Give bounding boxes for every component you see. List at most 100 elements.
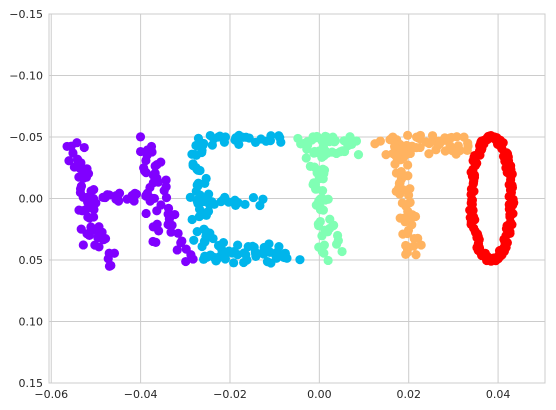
scatter-point xyxy=(177,236,187,246)
scatter-point xyxy=(391,186,401,196)
scatter-point xyxy=(421,137,431,147)
scatter-point xyxy=(314,242,324,252)
scatter-point xyxy=(229,258,239,268)
scatter-point xyxy=(314,221,324,231)
scatter-point xyxy=(401,249,411,260)
scatter-point xyxy=(337,146,348,156)
scatter-point xyxy=(98,235,109,245)
y-tick-label: −0.15 xyxy=(9,8,43,21)
letter-o-points xyxy=(465,131,519,266)
scatter-point xyxy=(317,231,327,241)
scatter-point xyxy=(152,206,162,216)
scatter-point xyxy=(152,160,162,170)
scatter-point xyxy=(329,220,339,230)
scatter-point xyxy=(145,195,155,205)
scatter-point xyxy=(310,146,320,157)
scatter-point xyxy=(258,194,268,204)
scatter-point xyxy=(296,139,306,149)
scatter-point xyxy=(220,132,231,142)
scatter-point xyxy=(173,228,183,238)
scatter-point xyxy=(207,197,217,207)
scatter-point xyxy=(347,139,357,150)
scatter-point xyxy=(433,140,443,151)
scatter-point xyxy=(259,242,269,253)
scatter-point xyxy=(401,240,411,251)
x-tick-label: −0.02 xyxy=(213,388,247,401)
scatter-point xyxy=(62,141,72,152)
scatter-point xyxy=(74,205,84,215)
scatter-point xyxy=(154,226,164,236)
x-tick-label: −0.06 xyxy=(34,388,68,401)
scatter-point xyxy=(402,228,413,239)
scatter-point xyxy=(319,248,329,258)
scatter-point xyxy=(192,180,202,190)
scatter-point xyxy=(318,142,329,152)
scatter-point xyxy=(303,140,313,150)
scatter-point xyxy=(403,190,414,200)
scatter-point xyxy=(172,245,182,255)
scatter-point xyxy=(90,240,100,250)
scatter-point xyxy=(403,130,413,140)
scatter-point xyxy=(233,240,243,250)
scatter-point xyxy=(198,140,208,150)
scatter-point xyxy=(415,142,425,153)
scatter-point xyxy=(193,165,203,175)
scatter-point xyxy=(189,235,199,245)
scatter-point xyxy=(151,237,161,248)
scatter-point xyxy=(251,249,261,259)
scatter-point xyxy=(91,198,101,208)
y-tick-labels: −0.15 −0.10 −0.05 0.00 0.05 0.10 0.15 xyxy=(9,8,43,390)
scatter-point xyxy=(416,240,426,250)
scatter-point xyxy=(192,197,203,207)
scatter-point xyxy=(337,246,347,257)
scatter-point xyxy=(135,132,146,142)
scatter-point xyxy=(201,210,211,220)
scatter-point xyxy=(391,151,401,162)
scatter-point xyxy=(191,150,201,160)
scatter-point xyxy=(345,132,355,142)
scatter-point xyxy=(317,196,327,206)
scatter-point xyxy=(266,131,276,141)
scatter-point xyxy=(305,161,315,171)
scatter-point xyxy=(308,179,318,190)
scatter-point xyxy=(187,214,197,225)
scatter-point xyxy=(200,251,210,261)
scatter-point xyxy=(89,185,99,195)
plot-frame xyxy=(48,13,546,384)
scatter-point xyxy=(301,153,311,163)
scatter-point xyxy=(462,145,472,156)
scatter-point xyxy=(424,149,434,159)
x-tick-labels: −0.06 −0.04 −0.02 0.00 0.02 0.04 xyxy=(34,388,510,401)
scatter-point xyxy=(447,146,458,156)
y-tick-label: −0.10 xyxy=(9,70,43,83)
scatter-point xyxy=(248,192,259,203)
scatter-point xyxy=(230,200,241,210)
scatter-point xyxy=(390,159,400,169)
scatter-point xyxy=(135,146,146,157)
scatter-point xyxy=(242,255,252,265)
scatter-point xyxy=(455,145,465,156)
scatter-point xyxy=(114,188,125,198)
scatter-point xyxy=(191,140,201,151)
scatter-point xyxy=(409,241,419,251)
scatter-point xyxy=(446,132,457,143)
scatter-point xyxy=(166,227,176,237)
scatter-point xyxy=(181,256,191,267)
scatter-point xyxy=(64,156,74,166)
scatter-point xyxy=(400,214,410,224)
scatter-point xyxy=(161,192,172,203)
scatter-point xyxy=(79,142,89,153)
y-tick-label: −0.05 xyxy=(9,131,43,144)
scatter-point xyxy=(194,211,204,222)
scatter-point xyxy=(78,240,88,250)
scatter-point xyxy=(79,171,89,181)
scatter-point xyxy=(141,208,151,219)
scatter-point xyxy=(396,167,406,177)
scatter-point xyxy=(113,196,124,206)
scatter-point xyxy=(323,255,333,266)
scatter-point xyxy=(295,255,305,265)
scatter-point xyxy=(389,142,400,152)
y-tick-label: 0.00 xyxy=(19,193,44,206)
scatter-point xyxy=(106,260,116,271)
